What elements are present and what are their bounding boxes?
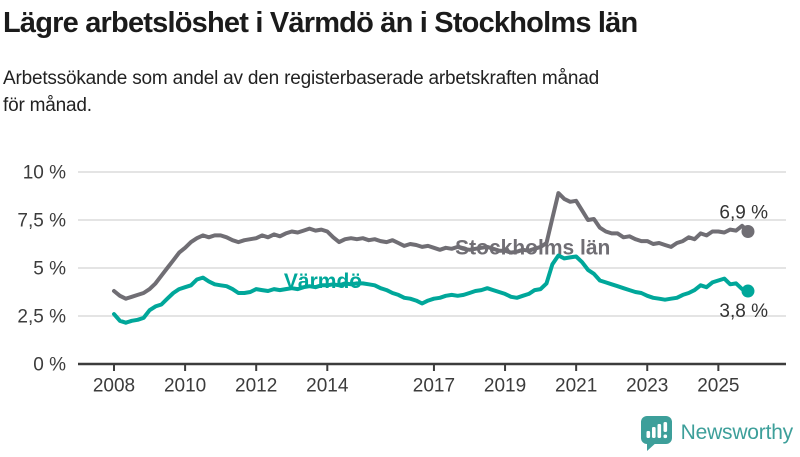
chart-subtitle: Arbetssökande som andel av den registerb… xyxy=(3,66,800,118)
series-line-stockholms-l-n xyxy=(112,191,750,301)
x-tick-label: 2023 xyxy=(626,376,668,397)
series-line-v-rmd- xyxy=(112,253,750,325)
series-label: Stockholms län xyxy=(455,237,610,260)
series-end-dot xyxy=(741,284,755,298)
bar-medium xyxy=(651,427,656,438)
y-tick-label: 5 % xyxy=(33,259,66,280)
bar-small xyxy=(646,431,650,438)
chart-subtitle-line-2: för månad. xyxy=(3,94,92,116)
series-value-label: 6,9 % xyxy=(719,203,768,224)
y-tick-label: 7,5 % xyxy=(17,211,66,232)
x-tick-label: 2014 xyxy=(306,376,349,397)
y-tick-label: 2,5 % xyxy=(17,307,66,328)
y-tick-label: 0 % xyxy=(33,355,66,376)
x-tick-label: 2010 xyxy=(164,376,206,397)
chart-title: Lägre arbetslöshet i Värmdö än i Stockho… xyxy=(3,7,638,39)
series-end-dot xyxy=(741,225,755,239)
line-chart: 0 % 2,5 % 5 % 7,5 % 10 % 2008 2010 2012 2014 2017… xyxy=(17,163,786,397)
chart-subtitle-line-1: Arbetssökande som andel av den registerb… xyxy=(3,68,600,90)
y-tick-label: 10 % xyxy=(23,163,66,184)
newsworthy-logo[interactable]: Newsworthy xyxy=(640,415,793,451)
series-label: Värmdö xyxy=(284,270,362,293)
x-tick-label: 2017 xyxy=(413,376,455,397)
speech-bubble-tail xyxy=(646,441,658,451)
exclamation-dot xyxy=(663,434,667,439)
x-tick-label: 2021 xyxy=(555,376,597,397)
x-tick-label: 2025 xyxy=(697,376,739,397)
newsworthy-logo-icon xyxy=(640,416,672,451)
bar-large xyxy=(657,424,661,438)
series-value-label: 3,8 % xyxy=(719,301,768,322)
x-tick-label: 2008 xyxy=(93,376,135,397)
exclamation-bar xyxy=(663,422,667,432)
x-tick-label: 2019 xyxy=(484,376,526,397)
newsworthy-logo-text: Newsworthy xyxy=(680,421,794,444)
x-tick-label: 2012 xyxy=(235,376,277,397)
